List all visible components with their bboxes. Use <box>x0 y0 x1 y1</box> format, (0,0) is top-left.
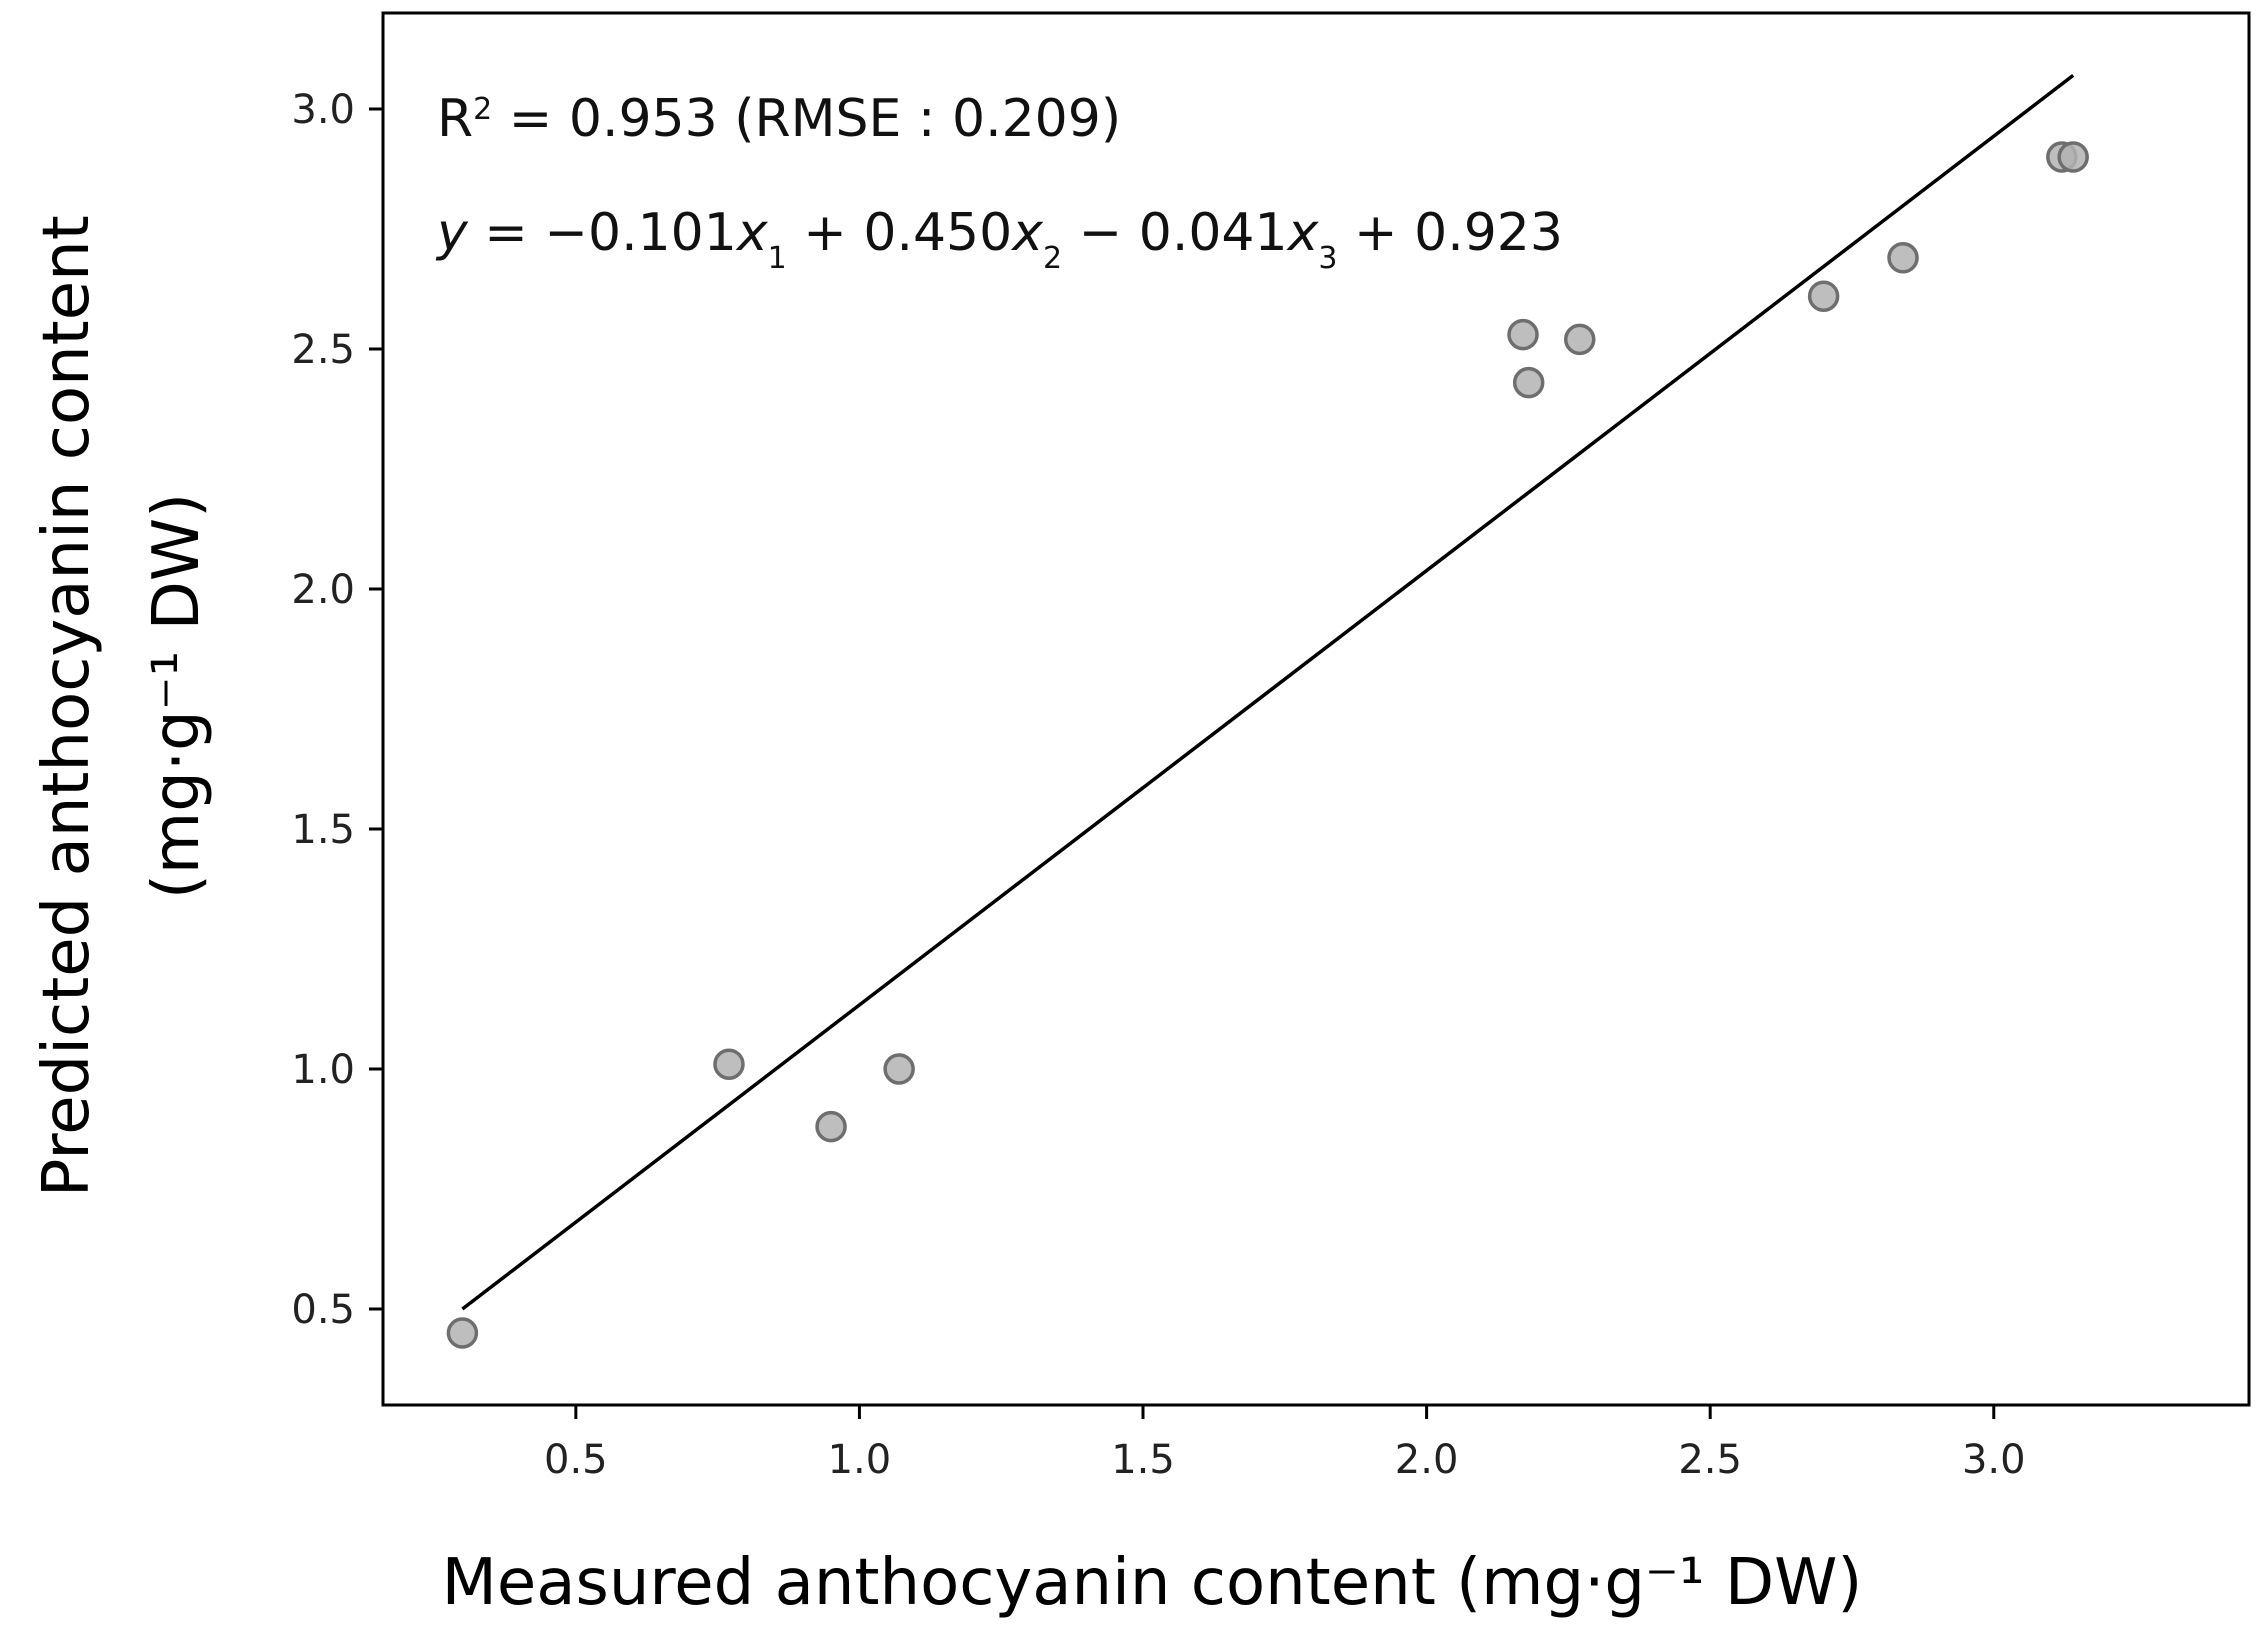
plot-area-frame <box>381 11 2251 1407</box>
equation-term: + 0.923 <box>1337 203 1563 263</box>
equation-variable: y <box>435 203 469 263</box>
x-tick-label: 2.5 <box>1678 1437 1742 1483</box>
equation-term: + 0.450 <box>787 203 1013 263</box>
r-squared-superscript: 2 <box>473 92 492 127</box>
equation-subscript: 3 <box>1318 241 1337 276</box>
data-point <box>1512 366 1545 399</box>
regression-line <box>461 74 2075 1311</box>
y-tick-label: 1.0 <box>291 1047 355 1093</box>
regression-equation: y = −0.101x1 + 0.450x2 − 0.041x3 + 0.923 <box>435 203 1563 276</box>
data-point <box>2057 141 2089 173</box>
equation-variable: x <box>1286 203 1320 263</box>
data-point <box>1563 323 1596 356</box>
x-axis-ticks: 0.5 1.0 1.5 2.0 2.5 3.0 <box>544 1405 2026 1483</box>
regression-line-layer <box>461 74 2075 1311</box>
equation-variable: x <box>1010 203 1044 263</box>
x-axis-title: Measured anthocyanin content (mg·g⁻¹ DW) <box>442 1546 1863 1620</box>
y-tick-label: 2.5 <box>291 327 355 373</box>
y-axis-title-line-1: Predicted anthocyanin content <box>30 215 104 1197</box>
r-squared-value: = 0.953 (RMSE : 0.209) <box>492 89 1121 149</box>
r-squared-prefix: R <box>437 89 473 149</box>
data-point <box>1887 242 1919 274</box>
data-point <box>883 1053 915 1085</box>
equation-variable: x <box>735 203 769 263</box>
x-tick-label: 1.0 <box>828 1437 892 1483</box>
y-axis-title-line-2: (mg·g⁻¹ DW) <box>140 493 214 899</box>
equation-term: − 0.041 <box>1062 203 1288 263</box>
x-tick-label: 0.5 <box>544 1437 608 1483</box>
equation-subscript: 2 <box>1043 241 1062 276</box>
x-tick-label: 1.5 <box>1111 1437 1175 1483</box>
equation-subscript: 1 <box>768 241 787 276</box>
equation-term: = −0.101 <box>468 203 737 263</box>
y-axis-ticks: 0.5 1.0 1.5 2.0 2.5 3.0 <box>291 87 383 1333</box>
y-tick-label: 1.5 <box>291 807 355 853</box>
x-tick-label: 3.0 <box>1962 1437 2026 1483</box>
y-tick-label: 2.0 <box>291 567 355 613</box>
y-tick-label: 0.5 <box>291 1287 355 1333</box>
data-point <box>815 1110 847 1143</box>
y-tick-label: 3.0 <box>291 87 355 133</box>
x-tick-label: 2.0 <box>1395 1437 1459 1483</box>
r-squared-annotation: R2 = 0.953 (RMSE : 0.209) <box>437 89 1121 149</box>
data-point <box>446 1317 479 1349</box>
data-point <box>1807 280 1840 312</box>
y-axis-title: Predicted anthocyanin content (mg·g⁻¹ DW… <box>30 195 214 1197</box>
data-points-layer <box>446 141 2089 1349</box>
data-point <box>1507 318 1539 351</box>
data-point <box>713 1048 745 1080</box>
